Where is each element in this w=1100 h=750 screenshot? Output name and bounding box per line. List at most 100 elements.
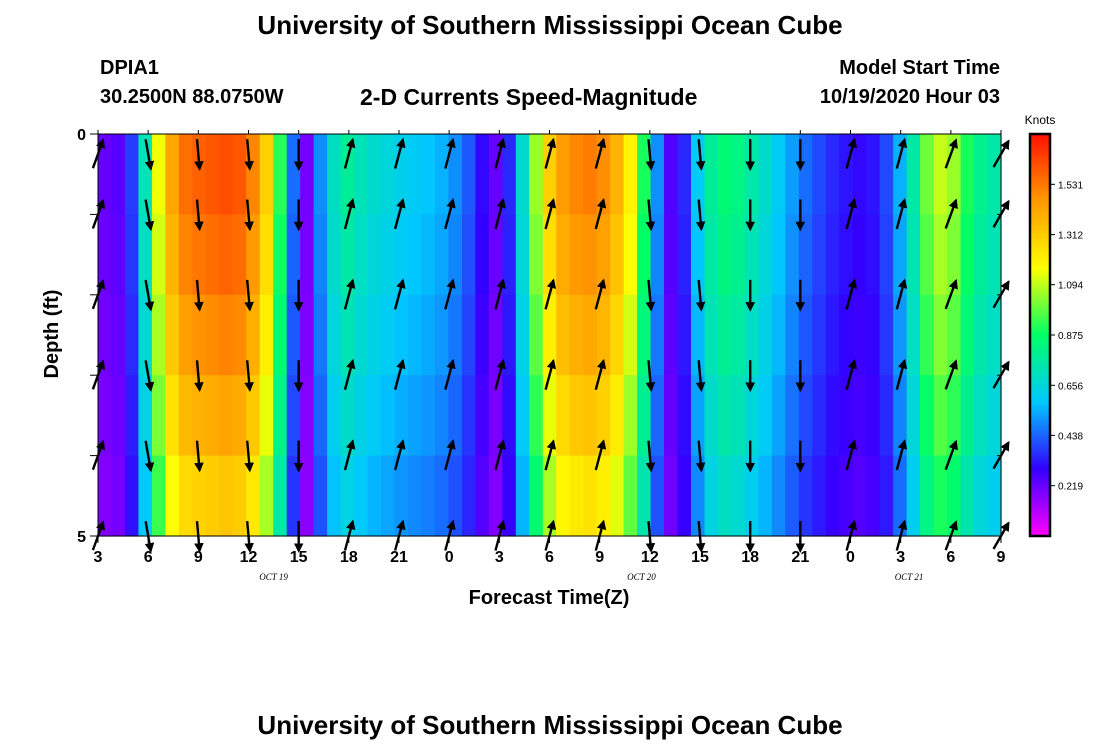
heat-cell xyxy=(138,214,153,296)
heat-cell xyxy=(771,455,786,537)
heat-cell xyxy=(515,134,530,215)
current-vector-arrow xyxy=(494,439,506,471)
heat-cell xyxy=(165,294,180,376)
heat-cell xyxy=(475,455,490,537)
current-vector-arrow xyxy=(244,139,254,171)
heat-cell xyxy=(448,294,463,376)
heat-cell xyxy=(232,375,247,457)
heat-cell xyxy=(960,134,975,215)
heat-cell xyxy=(717,375,733,457)
heat-cell xyxy=(529,455,544,537)
heat-cell xyxy=(151,375,166,457)
heat-cell xyxy=(313,294,328,376)
heat-cell xyxy=(798,455,813,537)
heat-cell xyxy=(569,134,584,215)
current-vector-arrow xyxy=(144,440,155,473)
heat-cell xyxy=(219,214,234,296)
current-vector-arrow xyxy=(944,278,958,310)
current-vector-arrow xyxy=(194,360,204,393)
heat-cell xyxy=(421,375,436,457)
heat-cell xyxy=(893,375,908,457)
heat-cell xyxy=(798,375,813,457)
heat-cell xyxy=(623,134,638,215)
heat-cell xyxy=(852,455,867,537)
heat-cell xyxy=(219,134,234,215)
heat-cell xyxy=(825,455,840,537)
x-tick-label: 6 xyxy=(545,549,554,566)
current-vector-arrow xyxy=(393,198,406,230)
model-start-value: 10/19/2020 Hour 03 xyxy=(819,86,1000,108)
heat-cell xyxy=(691,375,706,457)
heat-cell xyxy=(758,134,773,215)
heat-cell xyxy=(192,214,207,296)
heat-cell xyxy=(569,214,584,296)
heat-cell xyxy=(691,214,706,296)
heat-cell xyxy=(421,455,436,537)
current-vector-arrow xyxy=(343,137,356,169)
heat-cell xyxy=(354,455,369,537)
heat-cell xyxy=(879,214,894,296)
heat-cell xyxy=(111,375,126,457)
current-vector-arrow xyxy=(895,137,908,169)
heat-cell xyxy=(192,375,207,457)
heat-cell xyxy=(758,294,773,376)
heat-cell xyxy=(987,455,1002,537)
heatmap-cells xyxy=(98,134,1002,537)
heat-cell xyxy=(219,455,234,537)
heat-cell xyxy=(205,294,220,376)
x-tick-label: 15 xyxy=(691,549,709,566)
heat-cell xyxy=(178,294,193,376)
heat-cell xyxy=(947,294,962,376)
heat-cell xyxy=(381,214,396,296)
heat-cell xyxy=(529,375,544,457)
current-vector-arrow xyxy=(244,199,254,232)
heat-cell xyxy=(637,134,652,215)
heat-cell xyxy=(731,134,746,215)
heat-cell xyxy=(529,294,544,376)
heat-cell xyxy=(974,455,989,537)
heat-cell xyxy=(340,455,355,537)
heat-cell xyxy=(596,294,611,376)
current-vector-arrow xyxy=(144,139,155,171)
heat-cell xyxy=(111,214,126,296)
heat-cell xyxy=(960,214,975,296)
current-vector-arrow xyxy=(393,439,406,471)
heat-cell xyxy=(731,375,746,457)
heat-cell xyxy=(623,375,638,457)
heat-cell xyxy=(394,455,409,537)
heat-cell xyxy=(677,375,692,457)
heat-cell xyxy=(98,134,113,215)
heat-cell xyxy=(866,294,881,376)
heat-cell xyxy=(812,294,827,376)
heat-cell xyxy=(893,134,908,215)
heat-cell xyxy=(704,455,719,537)
heat-cell xyxy=(825,134,840,215)
heat-cell xyxy=(866,455,881,537)
colorbar-tick-label: 1.094 xyxy=(1058,281,1083,292)
heat-cell xyxy=(717,134,733,215)
heat-cell xyxy=(758,214,773,296)
heat-cell xyxy=(798,214,813,296)
x-tick-label: 12 xyxy=(641,549,659,566)
heat-cell xyxy=(583,134,598,215)
current-vector-arrow xyxy=(695,360,706,393)
heat-cell xyxy=(664,375,679,457)
heat-cell xyxy=(610,455,625,537)
heat-cell xyxy=(947,214,962,296)
heat-cell xyxy=(785,455,800,537)
current-vector-arrow xyxy=(645,440,656,473)
y-tick-label: 5 xyxy=(77,529,86,546)
heat-cell xyxy=(165,375,180,457)
heat-cell xyxy=(893,455,908,537)
heat-cell xyxy=(583,294,598,376)
heat-cell xyxy=(623,294,638,376)
heat-cell xyxy=(232,455,247,537)
heat-cell xyxy=(637,294,652,376)
heat-cell xyxy=(273,294,288,376)
heat-cell xyxy=(933,455,948,537)
heat-cell xyxy=(758,455,773,537)
heat-cell xyxy=(300,134,315,215)
heat-cell xyxy=(178,375,193,457)
current-vector-arrow xyxy=(393,358,406,391)
current-vector-arrow xyxy=(444,137,456,169)
